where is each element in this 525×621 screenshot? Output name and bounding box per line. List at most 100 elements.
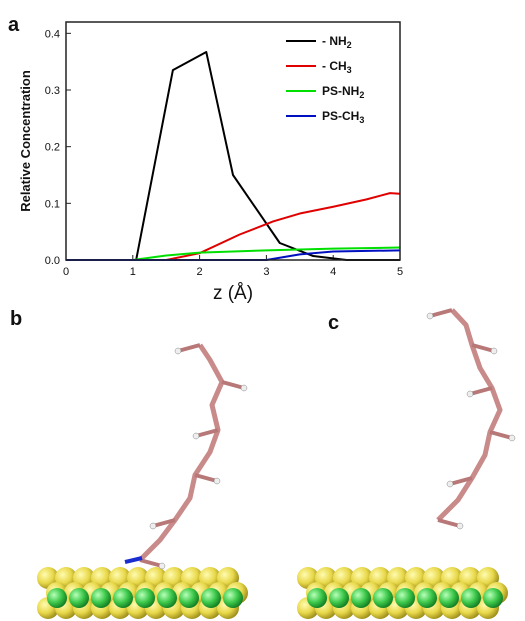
green-atom bbox=[483, 588, 503, 608]
gold-atom bbox=[109, 567, 131, 589]
gold-atom bbox=[459, 597, 481, 619]
gold-atom bbox=[342, 582, 364, 604]
green-atom bbox=[69, 588, 89, 608]
gold-atom bbox=[226, 582, 248, 604]
gold-atom bbox=[351, 597, 373, 619]
gold-atom bbox=[127, 597, 149, 619]
gold-atom bbox=[333, 567, 355, 589]
side-chain bbox=[489, 430, 513, 440]
gold-atom bbox=[315, 567, 337, 589]
panel-label-a: a bbox=[8, 14, 20, 36]
gold-atom bbox=[127, 567, 149, 589]
gold-atom bbox=[181, 567, 203, 589]
surface-slab-c bbox=[297, 567, 508, 619]
gold-atom bbox=[91, 567, 113, 589]
gold-atom bbox=[91, 597, 113, 619]
hydrogen-atom bbox=[490, 347, 498, 355]
side-chain bbox=[469, 386, 493, 396]
green-atom bbox=[461, 588, 481, 608]
side-chain bbox=[449, 476, 473, 486]
gold-atom bbox=[378, 582, 400, 604]
gold-atom bbox=[405, 567, 427, 589]
green-atom bbox=[47, 588, 67, 608]
green-atom bbox=[351, 588, 371, 608]
gold-atom bbox=[369, 597, 391, 619]
hydrogen-atom bbox=[158, 562, 166, 570]
gold-atom bbox=[217, 567, 239, 589]
gold-atom bbox=[306, 582, 328, 604]
chart-legend: - NH2 - CH3 PS-NH2 PS-CH3 bbox=[286, 34, 364, 125]
gold-atom bbox=[172, 582, 194, 604]
gold-atom bbox=[432, 582, 454, 604]
gold-atom bbox=[477, 567, 499, 589]
x-tick-label: 2 bbox=[197, 266, 203, 278]
peptide-molecule-c bbox=[426, 308, 516, 530]
y-axis-label: Relative Concentration bbox=[18, 70, 33, 212]
side-chain bbox=[437, 518, 461, 528]
side-chain bbox=[471, 343, 495, 353]
gold-atom bbox=[73, 567, 95, 589]
legend-label: PS-CH3 bbox=[322, 109, 364, 125]
green-atom bbox=[91, 588, 111, 608]
gold-atom bbox=[297, 567, 319, 589]
green-atom bbox=[439, 588, 459, 608]
panel-label-c: c bbox=[328, 312, 340, 334]
hydrogen-atom bbox=[426, 312, 434, 320]
gold-atom bbox=[82, 582, 104, 604]
gold-atom bbox=[145, 567, 167, 589]
hydrogen-atom bbox=[446, 480, 454, 488]
green-atom bbox=[179, 588, 199, 608]
green-atom bbox=[113, 588, 133, 608]
gold-atom bbox=[136, 582, 158, 604]
gold-atom bbox=[423, 567, 445, 589]
gold-atom bbox=[405, 597, 427, 619]
gold-atom bbox=[387, 567, 409, 589]
x-tick-label: 4 bbox=[330, 266, 336, 278]
y-tick-label: 0.0 bbox=[45, 255, 60, 267]
hydrogen-atom bbox=[508, 434, 516, 442]
gold-atom bbox=[37, 567, 59, 589]
gold-atom bbox=[145, 597, 167, 619]
gold-atom bbox=[468, 582, 490, 604]
side-chain bbox=[429, 308, 453, 318]
x-tick-label: 0 bbox=[63, 266, 69, 278]
plot-frame bbox=[65, 21, 401, 261]
green-atom bbox=[329, 588, 349, 608]
green-atom bbox=[201, 588, 221, 608]
x-tick-label: 3 bbox=[263, 266, 269, 278]
legend-label: - CH3 bbox=[322, 59, 352, 75]
x-axis-label: z (Å) bbox=[213, 283, 253, 304]
hydrogen-atom bbox=[240, 384, 248, 392]
gold-atom bbox=[315, 597, 337, 619]
hydrogen-atom bbox=[456, 522, 464, 530]
gold-atom bbox=[154, 582, 176, 604]
green-atom bbox=[373, 588, 393, 608]
green-atom bbox=[223, 588, 243, 608]
side-chain bbox=[177, 343, 201, 353]
gold-atom bbox=[199, 597, 221, 619]
gold-atom bbox=[441, 597, 463, 619]
gold-atom bbox=[181, 597, 203, 619]
gold-atom bbox=[208, 582, 230, 604]
nh2-anchor bbox=[124, 556, 143, 564]
gold-atom bbox=[324, 582, 346, 604]
hydrogen-atom bbox=[213, 477, 221, 485]
legend-label: PS-NH2 bbox=[322, 84, 364, 100]
hydrogen-atom bbox=[174, 347, 182, 355]
green-atom bbox=[135, 588, 155, 608]
side-chain bbox=[194, 473, 218, 483]
green-atom bbox=[157, 588, 177, 608]
gold-atom bbox=[55, 597, 77, 619]
gold-atom bbox=[199, 567, 221, 589]
green-atom bbox=[395, 588, 415, 608]
gold-atom bbox=[414, 582, 436, 604]
gold-atom bbox=[73, 597, 95, 619]
green-atom bbox=[307, 588, 327, 608]
y-tick-label: 0.3 bbox=[45, 85, 60, 97]
gold-atom bbox=[351, 567, 373, 589]
panel-label-b: b bbox=[10, 308, 23, 330]
gold-atom bbox=[37, 597, 59, 619]
peptide-backbone bbox=[436, 308, 503, 522]
gold-atom bbox=[477, 597, 499, 619]
gold-atom bbox=[163, 567, 185, 589]
